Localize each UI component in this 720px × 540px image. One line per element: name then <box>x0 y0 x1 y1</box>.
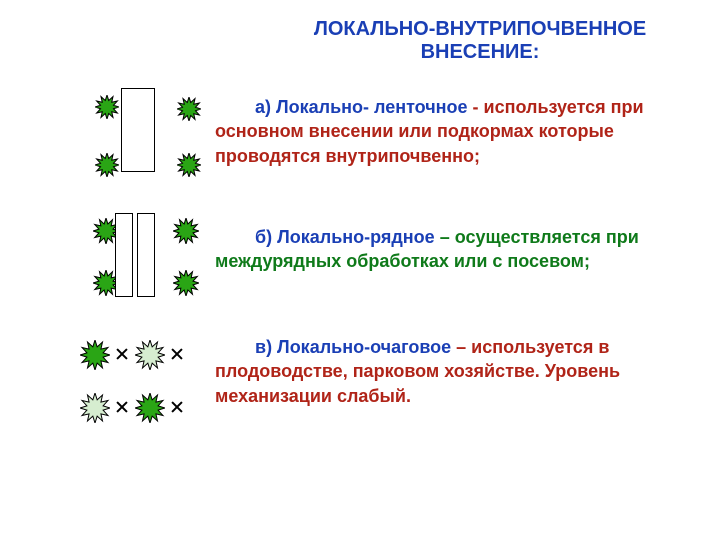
burst-icon <box>80 340 110 370</box>
cross-icon <box>115 347 129 361</box>
burst-icon <box>135 393 165 423</box>
cross-icon <box>170 347 184 361</box>
burst-icon <box>95 95 119 119</box>
cross-icon <box>170 400 184 414</box>
burst-icon <box>135 340 165 370</box>
burst-icon <box>177 97 201 121</box>
title-line2: ВНЕСЕНИЕ: <box>421 41 540 63</box>
band-rect <box>121 88 155 172</box>
section-a-lead: а) Локально- ленточное <box>255 97 468 117</box>
burst-icon <box>173 218 199 244</box>
burst-icon <box>80 393 110 423</box>
cross-icon <box>115 400 129 414</box>
section-a-text: а) Локально- ленточное - используется пр… <box>215 95 695 168</box>
diagram-a <box>75 85 195 180</box>
diagram-c <box>75 335 205 435</box>
title-line1: ЛОКАЛЬНО-ВНУТРИПОЧВЕННОЕ <box>314 18 646 40</box>
section-b-text: б) Локально-рядное – осуществляется при … <box>215 225 695 274</box>
page-title: ЛОКАЛЬНО-ВНУТРИПОЧВЕННОЕ ВНЕСЕНИЕ: <box>290 18 670 64</box>
section-c-lead: в) Локально-очаговое <box>255 337 451 357</box>
section-c-text: в) Локально-очаговое – используется в пл… <box>215 335 695 408</box>
burst-icon <box>95 153 119 177</box>
burst-icon <box>177 153 201 177</box>
section-b-lead: б) Локально-рядное <box>255 227 435 247</box>
diagram-b <box>75 210 195 305</box>
band-rect <box>115 213 133 297</box>
band-rect <box>137 213 155 297</box>
burst-icon <box>173 270 199 296</box>
